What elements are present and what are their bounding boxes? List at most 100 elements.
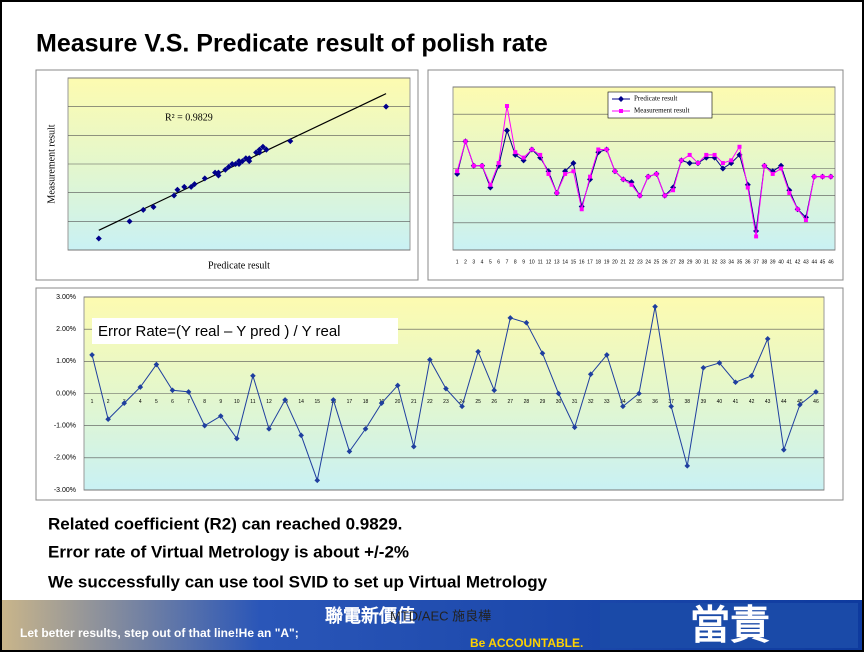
legend-label: Predicate result [634,95,677,103]
x-tick-label: 39 [770,259,776,265]
y-tick-label: 2.00% [56,326,76,333]
marker [538,152,543,157]
y-tick-label: -3.00% [54,487,76,494]
marker [546,171,551,176]
footer-motto: Be ACCOUNTABLE. [470,636,583,650]
x-tick-label: 34 [728,259,734,265]
point [126,218,133,225]
footer-slogan: 聯電新價值 [325,605,415,626]
marker [787,190,792,195]
marker [668,403,674,410]
point [256,146,263,153]
marker [797,401,803,408]
x-tick-label: 25 [654,259,660,265]
marker [748,373,755,379]
x-tick-label: 22 [427,399,433,405]
x-tick-label: 28 [679,259,685,265]
marker [563,171,568,176]
point [236,158,242,165]
x-tick-label: 12 [266,399,272,405]
point [140,206,147,213]
x-tick-label: 8 [514,259,517,265]
x-tick-label: 44 [811,259,817,265]
x-tick-label: 11 [250,399,255,405]
marker [346,448,353,455]
x-tick-label: 35 [737,259,743,265]
x-tick-label: 40 [778,259,784,265]
marker [488,182,493,187]
x-tick-label: 24 [645,259,651,265]
marker [812,174,817,179]
point [188,183,195,190]
x-tick-label: 1 [456,259,459,265]
x-tick-label: 37 [753,259,759,265]
marker [314,477,321,484]
marker [185,389,192,395]
x-tick-label: 17 [587,259,593,265]
footer-big: 當責 [690,604,770,648]
x-tick-label: 27 [508,399,514,405]
marker [700,364,707,371]
marker [427,356,433,363]
x-tick-label: 14 [298,399,304,405]
marker [410,443,417,450]
x-tick-label: 19 [604,259,610,265]
x-tick-label: 21 [411,399,417,405]
marker [266,426,272,432]
x-tick-label: 23 [637,259,643,265]
marker [712,152,717,157]
x-axis-label: Predicate result [208,260,270,271]
point [239,158,246,165]
marker [629,182,634,187]
x-tick-label: 18 [596,259,602,265]
note: Error rate of Virtual Metrology is about… [48,542,409,561]
marker [704,152,709,157]
marker [619,109,623,113]
point [242,155,249,162]
x-tick-label: 31 [704,259,710,265]
x-tick-label: 27 [670,259,676,265]
marker [503,127,510,134]
point [181,183,188,190]
point [201,175,208,182]
x-tick-label: 10 [234,399,240,405]
point [95,235,102,242]
point [215,169,222,176]
x-tick-label: 3 [472,259,475,265]
marker [153,361,160,368]
x-tick-label: 14 [562,259,568,265]
x-tick-label: 15 [571,259,577,265]
x-tick-label: 40 [717,399,723,405]
marker [330,397,337,403]
x-tick-label: 5 [155,399,158,405]
footer-motto: Let better results, step out of that lin… [20,626,299,640]
x-tick-label: 46 [828,259,834,265]
marker [394,382,401,389]
point [246,155,253,162]
x-tick-label: 28 [524,399,530,405]
marker [596,147,601,152]
x-tick-label: 6 [171,399,174,405]
marker [618,96,624,102]
x-tick-label: 2 [464,259,467,265]
point [174,186,181,193]
x-tick-label: 33 [604,399,610,405]
point [259,143,266,150]
marker [443,385,449,392]
x-tick-label: 22 [629,259,635,265]
x-tick-label: 12 [546,259,552,265]
marker [201,422,208,429]
marker [652,303,658,310]
marker [737,144,742,149]
x-tick-label: 44 [781,399,787,405]
x-tick-label: 29 [687,259,693,265]
x-tick-label: 9 [219,399,222,405]
marker [523,319,530,326]
x-tick-label: 43 [803,259,809,265]
marker [504,104,509,109]
marker [820,174,825,179]
x-tick-label: 11 [538,259,543,265]
y-tick-label: 3.00% [56,294,76,301]
x-tick-label: 45 [820,259,826,265]
marker [378,400,385,406]
